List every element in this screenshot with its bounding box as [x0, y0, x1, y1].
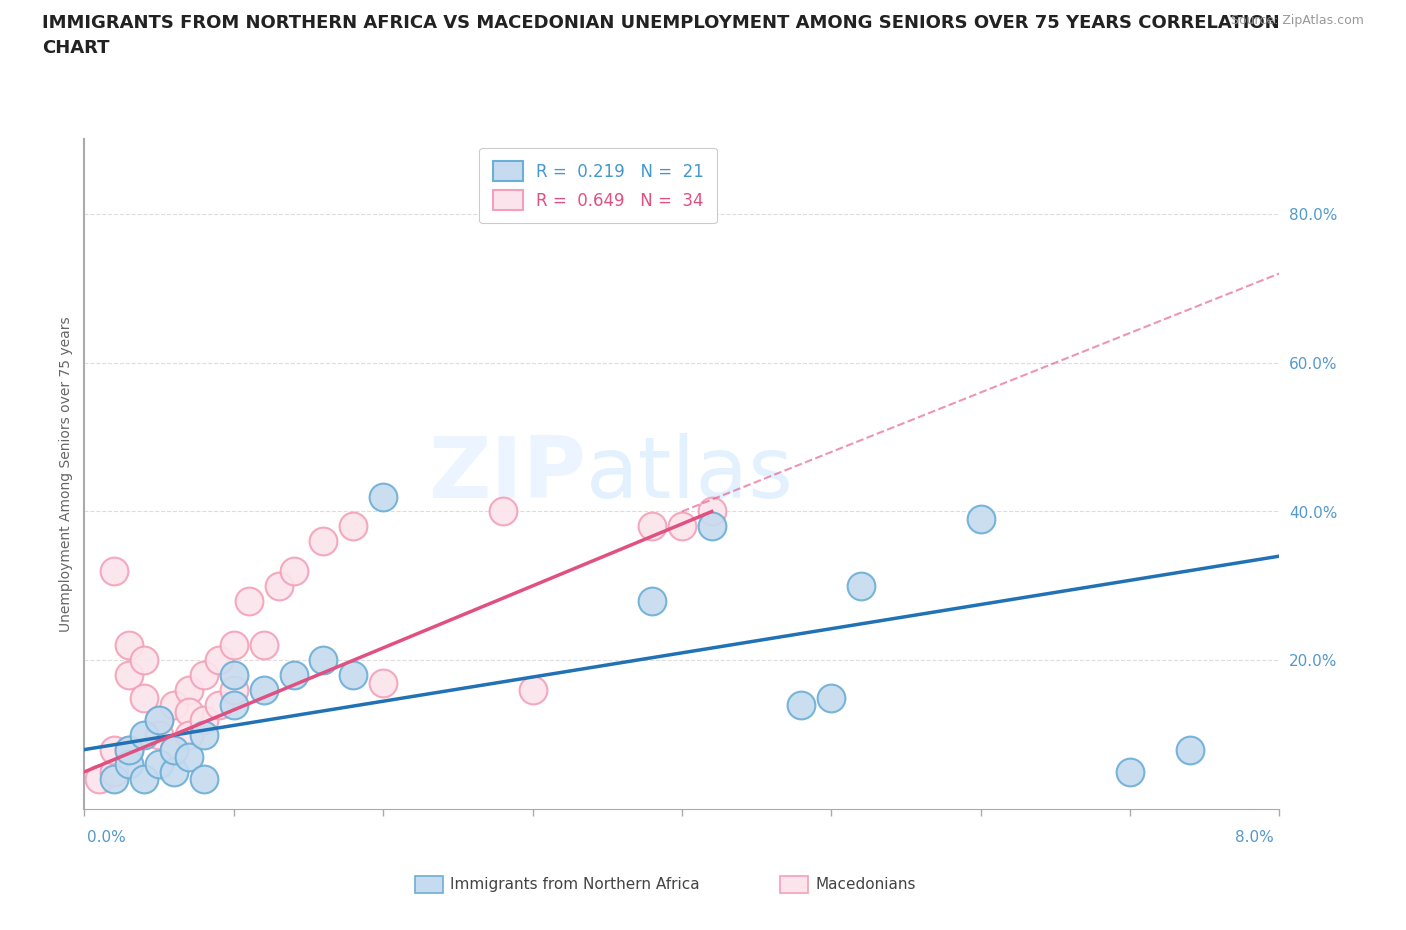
- Point: [163, 742, 186, 757]
- Point: [849, 578, 872, 593]
- Text: ZIP: ZIP: [429, 432, 586, 516]
- Point: [1119, 764, 1142, 779]
- Point: [177, 750, 200, 764]
- Text: Macedonians: Macedonians: [815, 877, 915, 892]
- Point: [522, 683, 544, 698]
- Point: [208, 698, 231, 712]
- Point: [641, 593, 664, 608]
- Text: atlas: atlas: [586, 432, 794, 516]
- Point: [238, 593, 260, 608]
- Point: [148, 727, 170, 742]
- Point: [371, 489, 394, 504]
- Point: [969, 512, 991, 526]
- Y-axis label: Unemployment Among Seniors over 75 years: Unemployment Among Seniors over 75 years: [59, 316, 73, 632]
- Point: [163, 698, 186, 712]
- Point: [208, 653, 231, 668]
- Text: 0.0%: 0.0%: [87, 830, 127, 844]
- Text: Source: ZipAtlas.com: Source: ZipAtlas.com: [1230, 14, 1364, 27]
- Point: [132, 690, 156, 705]
- Point: [641, 519, 664, 534]
- Text: IMMIGRANTS FROM NORTHERN AFRICA VS MACEDONIAN UNEMPLOYMENT AMONG SENIORS OVER 75: IMMIGRANTS FROM NORTHERN AFRICA VS MACED…: [42, 14, 1279, 32]
- Point: [177, 683, 200, 698]
- Point: [132, 727, 156, 742]
- Point: [312, 534, 335, 549]
- Point: [700, 504, 723, 519]
- Point: [222, 668, 245, 683]
- Point: [1178, 742, 1201, 757]
- Point: [253, 638, 276, 653]
- Point: [222, 698, 245, 712]
- Point: [820, 690, 842, 705]
- Point: [163, 742, 186, 757]
- Point: [148, 712, 170, 727]
- Point: [163, 764, 186, 779]
- Point: [371, 675, 394, 690]
- Point: [283, 564, 305, 578]
- Point: [132, 653, 156, 668]
- Point: [132, 772, 156, 787]
- Point: [342, 668, 364, 683]
- Point: [312, 653, 335, 668]
- Text: Immigrants from Northern Africa: Immigrants from Northern Africa: [450, 877, 700, 892]
- Point: [103, 772, 125, 787]
- Point: [700, 519, 723, 534]
- Point: [193, 712, 215, 727]
- Point: [193, 668, 215, 683]
- Point: [118, 638, 141, 653]
- Point: [342, 519, 364, 534]
- Point: [148, 757, 170, 772]
- Text: 8.0%: 8.0%: [1234, 830, 1274, 844]
- Point: [222, 638, 245, 653]
- Point: [89, 772, 111, 787]
- Point: [148, 712, 170, 727]
- Text: CHART: CHART: [42, 39, 110, 57]
- Point: [283, 668, 305, 683]
- Legend: R =  0.219   N =  21, R =  0.649   N =  34: R = 0.219 N = 21, R = 0.649 N = 34: [479, 148, 717, 223]
- Point: [118, 742, 141, 757]
- Point: [492, 504, 515, 519]
- Point: [103, 764, 125, 779]
- Point: [790, 698, 813, 712]
- Point: [103, 564, 125, 578]
- Point: [118, 668, 141, 683]
- Point: [177, 705, 200, 720]
- Point: [118, 757, 141, 772]
- Point: [177, 727, 200, 742]
- Point: [253, 683, 276, 698]
- Point: [118, 742, 141, 757]
- Point: [267, 578, 290, 593]
- Point: [193, 727, 215, 742]
- Point: [671, 519, 693, 534]
- Point: [103, 742, 125, 757]
- Point: [193, 772, 215, 787]
- Point: [222, 683, 245, 698]
